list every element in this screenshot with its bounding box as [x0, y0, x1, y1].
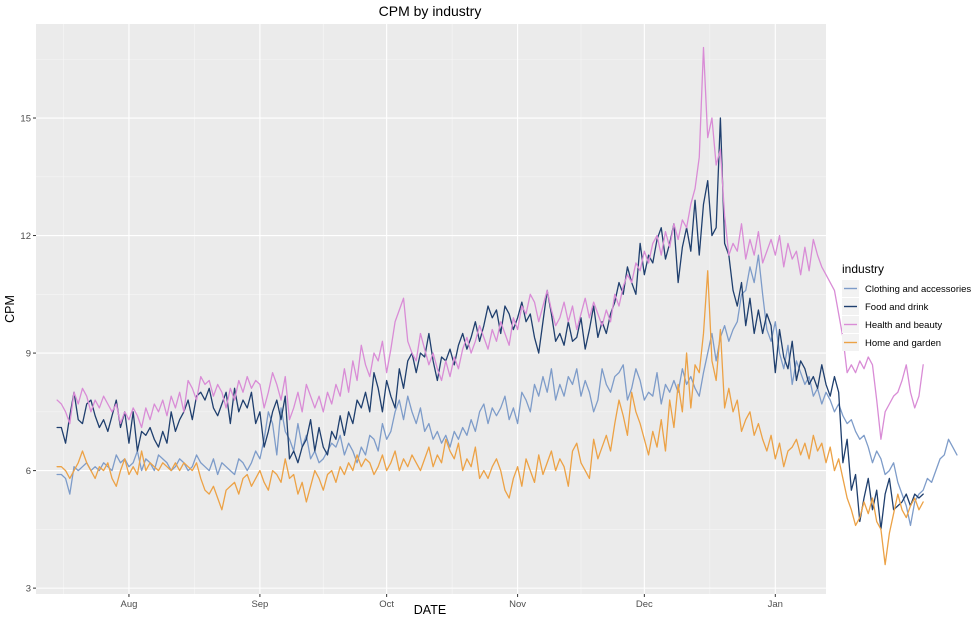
plot-panel: [36, 24, 826, 594]
grid-major: [36, 24, 826, 594]
series-line-home-and-garden: [56, 270, 924, 566]
x-tick-label: Jan: [768, 599, 783, 610]
y-tick-label: 9: [26, 349, 31, 360]
y-tick-label: 12: [20, 231, 31, 242]
x-tick-label: Sep: [251, 599, 268, 610]
legend-label: Clothing and accessories: [865, 284, 971, 295]
series-line-health-and-beauty: [56, 46, 924, 440]
y-axis-title: CPM: [3, 295, 17, 323]
legend-item-food-and-drink: Food and drink: [842, 298, 929, 315]
y-tick-label: 3: [26, 584, 31, 595]
legend-item-home-and-garden: Home and garden: [842, 334, 941, 351]
chart-title: CPM by industry: [379, 3, 482, 19]
x-tick-label: Aug: [120, 599, 137, 610]
y-tick-label: 6: [26, 466, 31, 477]
x-tick-label: Nov: [509, 599, 526, 610]
series-line-clothing-and-accessories: [56, 254, 958, 527]
legend-title: industry: [842, 262, 884, 276]
series-line-food-and-drink: [56, 117, 924, 531]
legend-item-health-and-beauty: Health and beauty: [842, 316, 942, 333]
legend-item-clothing-and-accessories: Clothing and accessories: [842, 280, 971, 297]
legend-label: Home and garden: [865, 338, 941, 349]
x-axis: Aug Sep Oct Nov Dec Jan: [120, 594, 783, 610]
legend-items: Clothing and accessories Food and drink He…: [842, 280, 971, 351]
x-tick-label: Dec: [636, 599, 653, 610]
y-tick-label: 15: [20, 114, 31, 125]
legend: industry Clothing and accessories Food an…: [842, 262, 971, 351]
series-layer: [56, 46, 958, 566]
legend-label: Food and drink: [865, 302, 929, 313]
x-tick-label: Oct: [379, 599, 394, 610]
x-axis-title: DATE: [414, 603, 446, 617]
y-axis: 3 6 9 12 15: [20, 114, 36, 595]
legend-label: Health and beauty: [865, 320, 942, 331]
